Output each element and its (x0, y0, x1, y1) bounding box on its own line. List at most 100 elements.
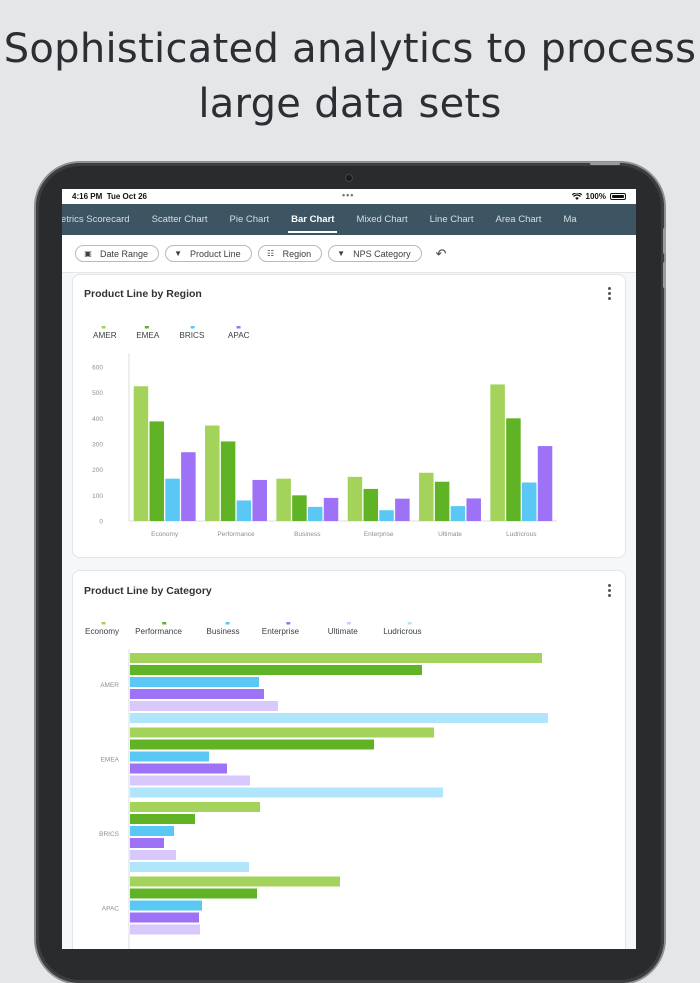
multitasking-dots-icon[interactable]: ••• (342, 190, 355, 200)
legend-item-ultimate[interactable]: Ultimate (328, 622, 358, 636)
tab-area-chart[interactable]: Area Chart (495, 214, 542, 225)
filter-chip-nps-category[interactable]: ▼ NPS Category (328, 245, 422, 262)
bar-brics-performance[interactable] (236, 500, 252, 521)
tab-line-chart[interactable]: Line Chart (429, 214, 474, 225)
bar-performance-emea[interactable] (130, 739, 374, 750)
bar-emea-ultimate[interactable] (434, 481, 450, 521)
bar-business-brics[interactable] (130, 826, 174, 836)
bar-emea-business[interactable] (292, 495, 307, 521)
legend-swatch (162, 622, 167, 625)
filter-icon: ▼ (174, 249, 182, 258)
legend-swatch (236, 326, 241, 329)
x-tick-label: Performance (217, 531, 255, 538)
bar-emea-performance[interactable] (220, 441, 236, 521)
bar-brics-ludricrous[interactable] (521, 482, 537, 522)
bar-amer-performance[interactable] (205, 425, 220, 521)
tab-scatter-chart[interactable]: Scatter Chart (151, 214, 208, 225)
chart-title: Product Line by Region (84, 288, 202, 300)
bar-ludricrous-emea[interactable] (130, 787, 443, 798)
filter-chip-label: Date Range (100, 248, 149, 259)
legend-item-business[interactable]: Business (206, 622, 240, 636)
legend-item-apac[interactable]: APAC (228, 326, 250, 340)
tab-metrics-scorecard[interactable]: Metrics Scorecard (62, 214, 130, 225)
legend-item-amer[interactable]: AMER (93, 326, 117, 340)
marketing-headline: Sophisticated analytics to process large… (0, 22, 700, 132)
tab-ma[interactable]: Ma (563, 214, 577, 225)
bar-emea-economy[interactable] (149, 421, 165, 521)
tab-pie-chart[interactable]: Pie Chart (229, 214, 270, 225)
y-tick-label: APAC (102, 906, 120, 913)
legend-label: APAC (228, 331, 250, 340)
bar-economy-apac[interactable] (130, 876, 340, 887)
filter-chip-product-line[interactable]: ▼ Product Line (165, 245, 252, 262)
bar-apac-enterprise[interactable] (395, 498, 410, 521)
bar-amer-ultimate[interactable] (419, 472, 434, 521)
legend-item-brics[interactable]: BRICS (179, 326, 205, 340)
legend-swatch (144, 326, 149, 329)
y-tick-label: EMEA (101, 757, 120, 764)
bar-emea-enterprise[interactable] (363, 488, 379, 521)
filter-chip-label: NPS Category (353, 248, 411, 259)
bar-apac-ludricrous[interactable] (537, 446, 553, 521)
undo-icon[interactable]: ↶ (435, 245, 447, 261)
filter-bar: ▣ Date Range ▼ Product Line ☷ Region ▼ NPS Cate… (62, 235, 636, 273)
chart-card-product-line-by-region: Product Line by Region AMER EMEA BRICS APAC… (72, 274, 626, 558)
y-tick-label: 0 (99, 519, 103, 526)
bar-apac-business[interactable] (323, 497, 339, 521)
legend-label: Ludricrous (383, 627, 421, 636)
bar-enterprise-amer[interactable] (130, 689, 264, 699)
legend-swatch (225, 622, 230, 625)
bar-ultimate-amer[interactable] (130, 701, 278, 711)
filter-chip-region[interactable]: ☷ Region (257, 245, 323, 262)
legend-item-enterprise[interactable]: Enterprise (262, 622, 300, 636)
legend-item-emea[interactable]: EMEA (136, 326, 160, 340)
bar-amer-economy[interactable] (133, 386, 149, 521)
bar-brics-business[interactable] (307, 506, 323, 521)
bar-business-amer[interactable] (130, 677, 259, 687)
bar-ultimate-emea[interactable] (130, 775, 250, 786)
product-line-by-region-chart: AMER EMEA BRICS APAC 600 500 400 300 200 100 0 Econ… (92, 326, 557, 538)
legend-item-economy[interactable]: Economy (85, 622, 120, 636)
volume-button (663, 262, 666, 288)
camera-icon (346, 175, 352, 181)
product-line-by-category-chart: Economy Performance Business Enterprise Ulti… (85, 622, 548, 949)
bar-performance-amer[interactable] (130, 665, 422, 675)
bar-performance-apac[interactable] (130, 888, 257, 899)
bar-emea-ludricrous[interactable] (506, 418, 521, 521)
bar-business-emea[interactable] (130, 751, 209, 762)
bar-business-apac[interactable] (130, 900, 202, 911)
bar-ludricrous-amer[interactable] (130, 713, 548, 723)
bar-economy-brics[interactable] (130, 802, 260, 812)
y-tick-label: 500 (92, 390, 103, 397)
legend-item-performance[interactable]: Performance (135, 622, 182, 636)
bar-enterprise-apac[interactable] (130, 912, 199, 923)
bar-brics-economy[interactable] (165, 478, 180, 521)
bar-apac-economy[interactable] (181, 452, 196, 521)
bar-amer-enterprise[interactable] (347, 476, 363, 521)
bar-brics-enterprise[interactable] (379, 510, 394, 521)
bar-performance-brics[interactable] (130, 814, 195, 824)
power-button (590, 162, 620, 165)
more-options-icon[interactable] (608, 287, 612, 302)
bar-economy-emea[interactable] (130, 727, 434, 738)
bar-amer-business[interactable] (276, 478, 291, 521)
filter-chip-date-range[interactable]: ▣ Date Range (75, 245, 160, 262)
bar-enterprise-emea[interactable] (130, 763, 227, 774)
bar-ultimate-brics[interactable] (130, 850, 176, 860)
bar-enterprise-brics[interactable] (130, 838, 164, 848)
bar-ultimate-apac[interactable] (130, 924, 200, 935)
bar-economy-amer[interactable] (130, 653, 542, 663)
more-options-icon[interactable] (608, 584, 612, 599)
status-bar: 4:16 PM Tue Oct 26 ••• 100% (62, 189, 636, 204)
legend-swatch (101, 622, 106, 625)
y-tick-label: AMER (100, 682, 119, 689)
tab-bar-chart[interactable]: Bar Chart (280, 204, 345, 235)
bar-ludricrous-brics[interactable] (130, 862, 249, 872)
bar-apac-performance[interactable] (252, 479, 267, 521)
legend-label: BRICS (179, 331, 205, 340)
bar-amer-ludricrous[interactable] (490, 384, 505, 521)
bar-brics-ultimate[interactable] (450, 506, 466, 521)
tab-mixed-chart[interactable]: Mixed Chart (356, 214, 408, 225)
bar-apac-ultimate[interactable] (466, 498, 481, 521)
legend-item-ludricrous[interactable]: Ludricrous (383, 622, 421, 636)
